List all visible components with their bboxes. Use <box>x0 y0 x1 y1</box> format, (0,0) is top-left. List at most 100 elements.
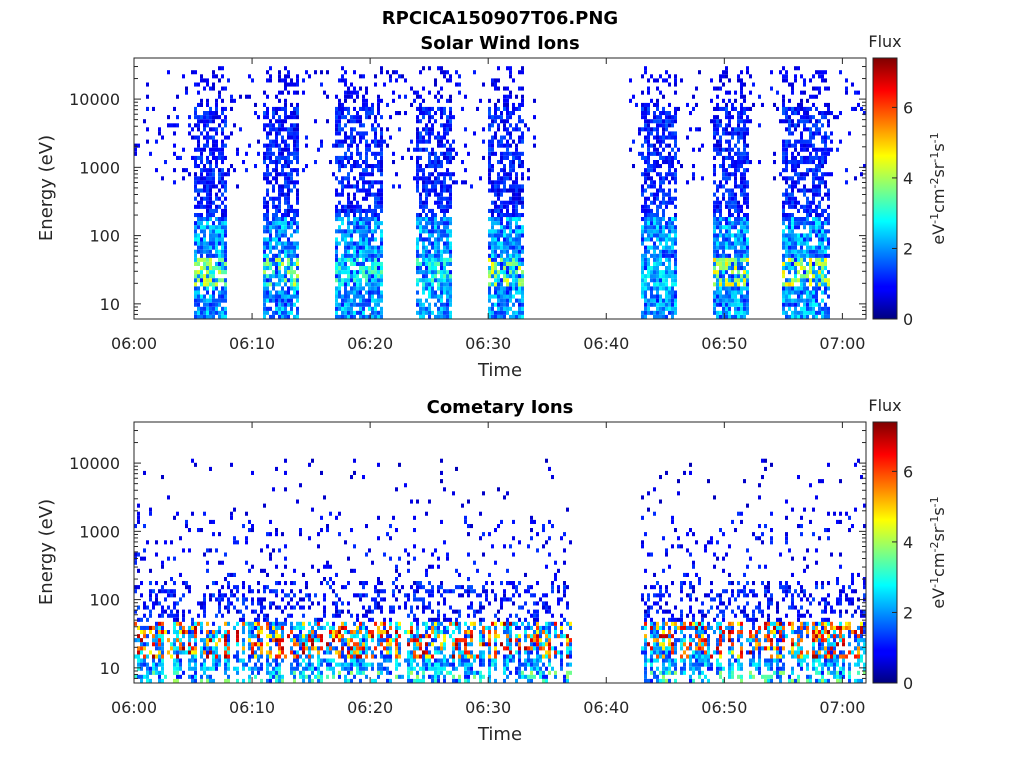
flux-cell <box>266 310 269 315</box>
flux-cell <box>281 164 284 169</box>
flux-cell <box>173 678 176 683</box>
flux-cell <box>200 650 203 655</box>
flux-cell <box>269 290 272 295</box>
flux-cell <box>440 86 443 91</box>
flux-cell <box>806 310 809 315</box>
flux-cell <box>359 115 362 120</box>
flux-cell <box>341 139 344 144</box>
flux-cell <box>716 249 719 254</box>
flux-cell <box>491 225 494 230</box>
flux-cell <box>650 168 653 173</box>
flux-cell <box>785 155 788 160</box>
flux-cell <box>224 577 227 582</box>
flux-cell <box>644 245 647 250</box>
flux-cell <box>224 188 227 193</box>
flux-cell <box>737 314 740 319</box>
flux-cell <box>656 192 659 197</box>
flux-cell <box>218 609 221 614</box>
flux-cell <box>743 135 746 140</box>
flux-cell <box>797 261 800 266</box>
flux-cell <box>236 147 239 152</box>
flux-cell <box>497 180 500 185</box>
flux-cell <box>155 601 158 606</box>
flux-cell <box>278 306 281 311</box>
flux-cell <box>347 225 350 230</box>
flux-cell <box>293 245 296 250</box>
flux-cell <box>785 196 788 201</box>
flux-cell <box>221 111 224 116</box>
flux-cell <box>722 74 725 79</box>
flux-cell <box>674 278 677 283</box>
flux-cell <box>206 630 209 635</box>
flux-cell <box>734 261 737 266</box>
flux-cell <box>179 642 182 647</box>
flux-cell <box>173 646 176 651</box>
y-tick-label: 10 <box>100 295 120 314</box>
flux-cell <box>632 164 635 169</box>
flux-cell <box>419 70 422 75</box>
flux-cell <box>659 286 662 291</box>
flux-cell <box>515 172 518 177</box>
flux-cell <box>497 188 500 193</box>
flux-cell <box>668 102 671 107</box>
flux-cell <box>419 253 422 258</box>
flux-cell <box>650 74 653 79</box>
flux-cell <box>263 266 266 271</box>
flux-cell <box>827 237 830 242</box>
flux-cell <box>662 306 665 311</box>
flux-cell <box>656 237 659 242</box>
flux-cell <box>287 245 290 250</box>
flux-cell <box>446 298 449 303</box>
flux-cell <box>362 298 365 303</box>
flux-cell <box>356 261 359 266</box>
flux-cell <box>656 208 659 213</box>
flux-cell <box>224 266 227 271</box>
flux-cell <box>812 123 815 128</box>
flux-cell <box>296 241 299 246</box>
flux-cell <box>716 253 719 258</box>
flux-cell <box>341 164 344 169</box>
flux-cell <box>353 208 356 213</box>
flux-cell <box>758 123 761 128</box>
flux-cell <box>500 261 503 266</box>
flux-cell <box>830 172 833 177</box>
flux-cell <box>335 204 338 209</box>
flux-cell <box>713 119 716 124</box>
flux-cell <box>362 221 365 226</box>
flux-cell <box>341 294 344 299</box>
flux-cell <box>206 548 209 553</box>
flux-cell <box>224 298 227 303</box>
flux-cell <box>431 257 434 262</box>
flux-cell <box>731 131 734 136</box>
flux-cell <box>515 233 518 238</box>
flux-cell <box>494 106 497 111</box>
flux-cell <box>809 188 812 193</box>
flux-cell <box>422 172 425 177</box>
flux-cell <box>263 298 266 303</box>
flux-cell <box>746 200 749 205</box>
flux-cell <box>515 208 518 213</box>
flux-cell <box>215 233 218 238</box>
flux-cell <box>728 155 731 160</box>
flux-cell <box>809 160 812 165</box>
flux-cell <box>290 266 293 271</box>
flux-cell <box>785 70 788 75</box>
flux-cell <box>815 127 818 132</box>
flux-cell <box>488 160 491 165</box>
flux-cell <box>806 204 809 209</box>
flux-cell <box>728 233 731 238</box>
flux-cell <box>434 229 437 234</box>
flux-cell <box>647 184 650 189</box>
flux-cell <box>662 229 665 234</box>
flux-cell <box>371 217 374 222</box>
flux-cell <box>521 302 524 307</box>
flux-cell <box>362 135 365 140</box>
flux-cell <box>491 188 494 193</box>
flux-cell <box>203 127 206 132</box>
flux-cell <box>782 270 785 275</box>
flux-cell <box>188 528 191 533</box>
flux-cell <box>152 638 155 643</box>
flux-cell <box>440 257 443 262</box>
flux-cell <box>344 257 347 262</box>
flux-cell <box>737 233 740 238</box>
